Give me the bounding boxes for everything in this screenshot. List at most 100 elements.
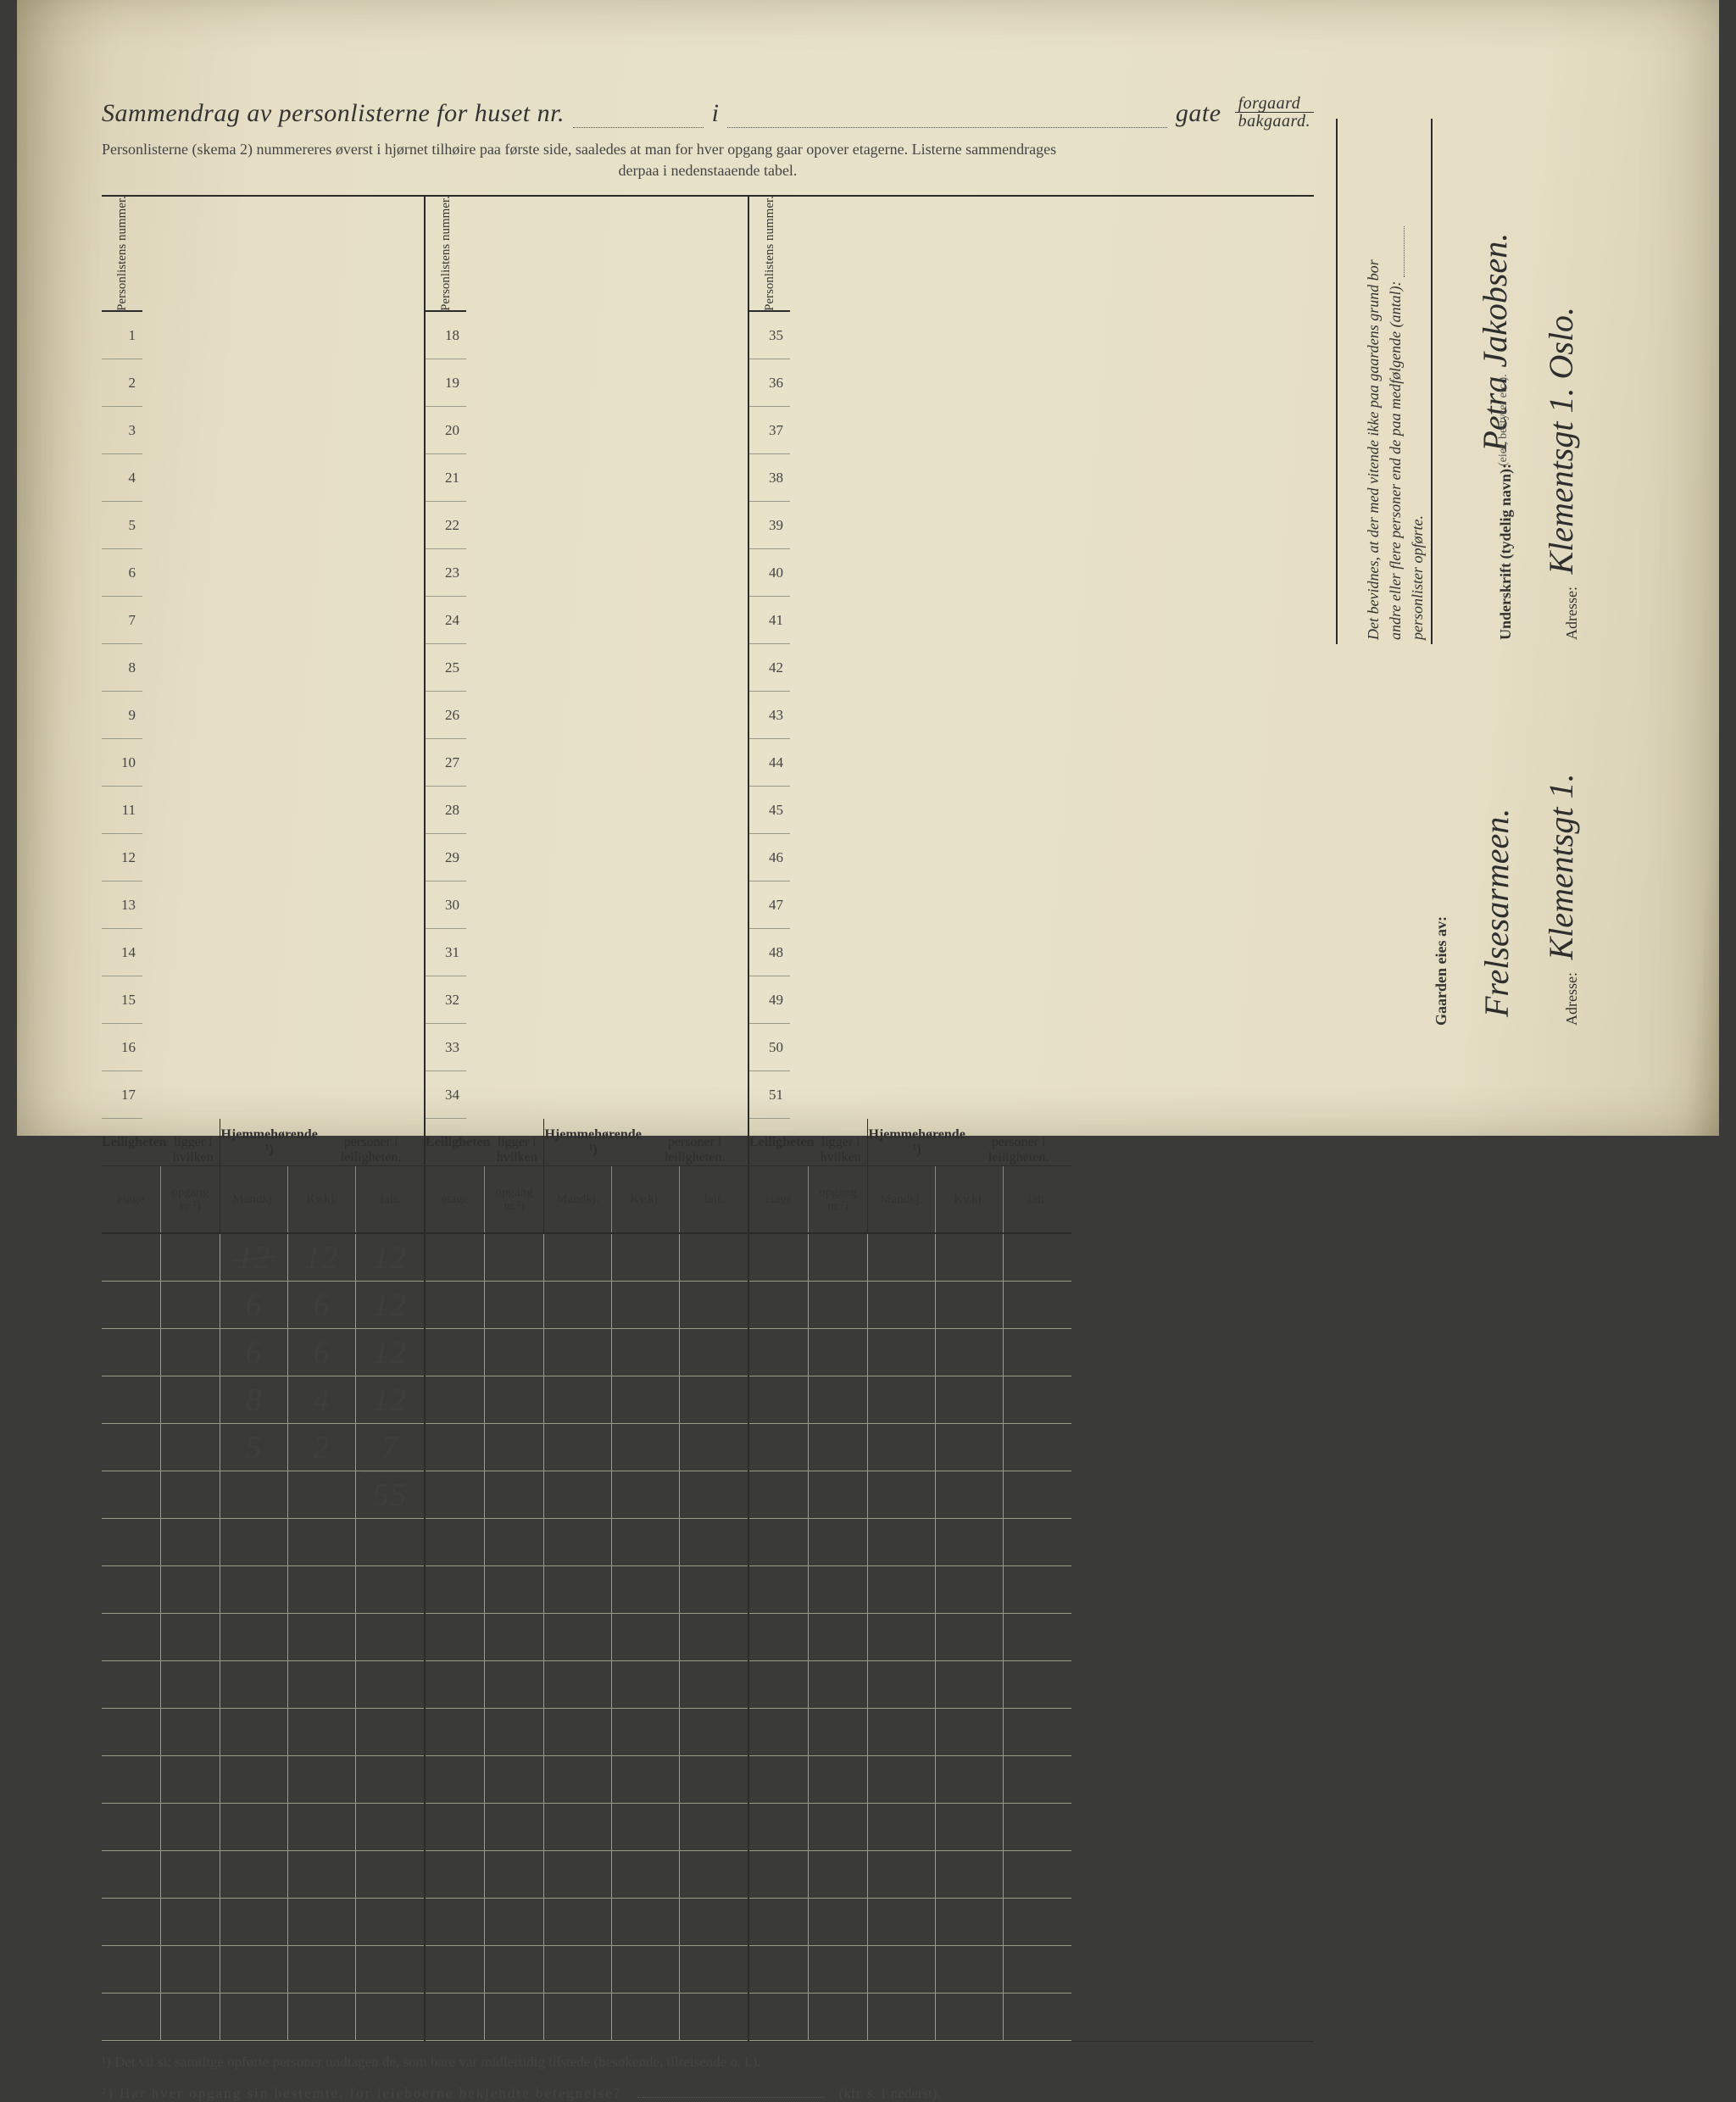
table-cell [485, 1234, 544, 1282]
handwritten-value: 5 [246, 1429, 263, 1466]
table-column-ialt [680, 1234, 748, 2041]
table-column-kv [612, 1234, 680, 2041]
table-cell [936, 1899, 1004, 1946]
table-cell [220, 1519, 288, 1566]
block-content: Leilighetenligger i hvilken Hjemmehørend… [102, 1119, 424, 2041]
table-cell [544, 1899, 612, 1946]
table-cell: 2 [288, 1424, 356, 1471]
adresse-2-label: Adresse: [1563, 972, 1580, 1026]
table-cell [680, 1519, 748, 1566]
table-cell [680, 1329, 748, 1376]
table-cell [102, 1329, 161, 1376]
table-cell [426, 1329, 485, 1376]
handwritten-value: 12 [237, 1239, 271, 1276]
row-number: 49 [749, 976, 790, 1024]
table-cell [426, 1946, 485, 1994]
row-number: 29 [426, 834, 466, 881]
table-cell [544, 1661, 612, 1709]
table-cell [680, 1851, 748, 1899]
summary-table: Personlistens nummer. 123456789101112131… [102, 195, 1314, 2042]
table-cell: 12 [356, 1282, 424, 1329]
table-cell [356, 1709, 424, 1756]
table-cell [544, 1614, 612, 1661]
table-column-kv [936, 1234, 1004, 2041]
head-etage: etage [102, 1166, 161, 1232]
row-number: 28 [426, 787, 466, 834]
table-cell [288, 1899, 356, 1946]
table-cell [749, 1519, 809, 1566]
table-cell [426, 1282, 485, 1329]
head-kvkj: Kv.kj. [288, 1166, 356, 1232]
table-cell [161, 1424, 220, 1471]
table-cell [220, 1471, 288, 1519]
table-cell [936, 1566, 1004, 1614]
adresse-2-value: Klementsgt 1. [1541, 774, 1581, 960]
personlistens-nummer-column: Personlistens nummer. 123456789101112131… [102, 197, 142, 1119]
table-cell [680, 1471, 748, 1519]
head-ialt: Ialt. [680, 1166, 748, 1232]
table-cell [809, 1709, 868, 1756]
table-cell [485, 1994, 544, 2041]
table-cell [868, 1234, 936, 1282]
personlistens-nummer-column: Personlistens nummer. 353637383940414243… [749, 197, 790, 1119]
table-cell [612, 1471, 680, 1519]
subtitle-line-1: Personlisterne (skema 2) nummereres øver… [102, 138, 1314, 160]
row-number: 14 [102, 929, 142, 976]
head-hjemmehorende: Hjemmehørende ¹)personer i leiligheten. [220, 1119, 424, 1166]
table-cell [680, 1376, 748, 1424]
row-number: 37 [749, 407, 790, 454]
row-number: 51 [749, 1071, 790, 1119]
handwritten-value: 6 [246, 1334, 263, 1371]
table-cell [288, 1566, 356, 1614]
head-leiligheten: Leilighetenligger i hvilken [749, 1119, 868, 1166]
table-cell: 12 [288, 1234, 356, 1282]
table-cell [426, 1899, 485, 1946]
table-cell [288, 1519, 356, 1566]
table-cell [809, 1471, 868, 1519]
table-cell [868, 1614, 936, 1661]
sig-divider-1 [1336, 119, 1338, 644]
adresse-1-row: Adresse: Klementsgt 1. Oslo. [1541, 307, 1581, 640]
frac-top: forgaard [1235, 95, 1314, 113]
table-cell [809, 1994, 868, 2041]
table-cell [749, 1234, 809, 1282]
head-personlistens-nummer: Personlistens nummer. [102, 197, 142, 312]
table-cell [161, 1851, 220, 1899]
table-column-opgang [809, 1234, 868, 2041]
handwritten-value: 12 [373, 1334, 407, 1371]
row-number: 38 [749, 454, 790, 502]
table-cell [161, 1994, 220, 2041]
row-number: 31 [426, 929, 466, 976]
table-cell [868, 1566, 936, 1614]
table-cell [220, 1994, 288, 2041]
table-cell [161, 1329, 220, 1376]
bevidnes-antal-blank [1389, 226, 1405, 277]
table-cell [749, 1994, 809, 2041]
table-cell [288, 1994, 356, 2041]
table-cell [544, 1851, 612, 1899]
table-cell [426, 1566, 485, 1614]
row-number: 33 [426, 1024, 466, 1071]
table-cell [936, 1424, 1004, 1471]
table-cell [161, 1519, 220, 1566]
row-number: 17 [102, 1071, 142, 1119]
table-column-ialt: 12121212755 [356, 1234, 424, 2041]
table-cell [544, 1756, 612, 1804]
table-cell [485, 1946, 544, 1994]
head-mandkj: Mandkj. [544, 1166, 612, 1232]
underskrift-sub: (eier, bestyrer etc.). [1497, 374, 1511, 466]
table-cell [544, 1946, 612, 1994]
table-cell [612, 1946, 680, 1994]
table-cell [1004, 1376, 1071, 1424]
table-cell [544, 1329, 612, 1376]
table-cell [936, 1471, 1004, 1519]
column-group-header: Leilighetenligger i hvilken Hjemmehørend… [749, 1119, 1071, 1234]
row-number: 2 [102, 359, 142, 407]
table-cell [544, 1471, 612, 1519]
table-cell [680, 1709, 748, 1756]
table-column-etage [749, 1234, 809, 2041]
head-ialt: Ialt. [356, 1166, 424, 1232]
table-cell [220, 1566, 288, 1614]
table-cell [809, 1566, 868, 1614]
head-opgang: opgang nr.²) [809, 1166, 868, 1232]
